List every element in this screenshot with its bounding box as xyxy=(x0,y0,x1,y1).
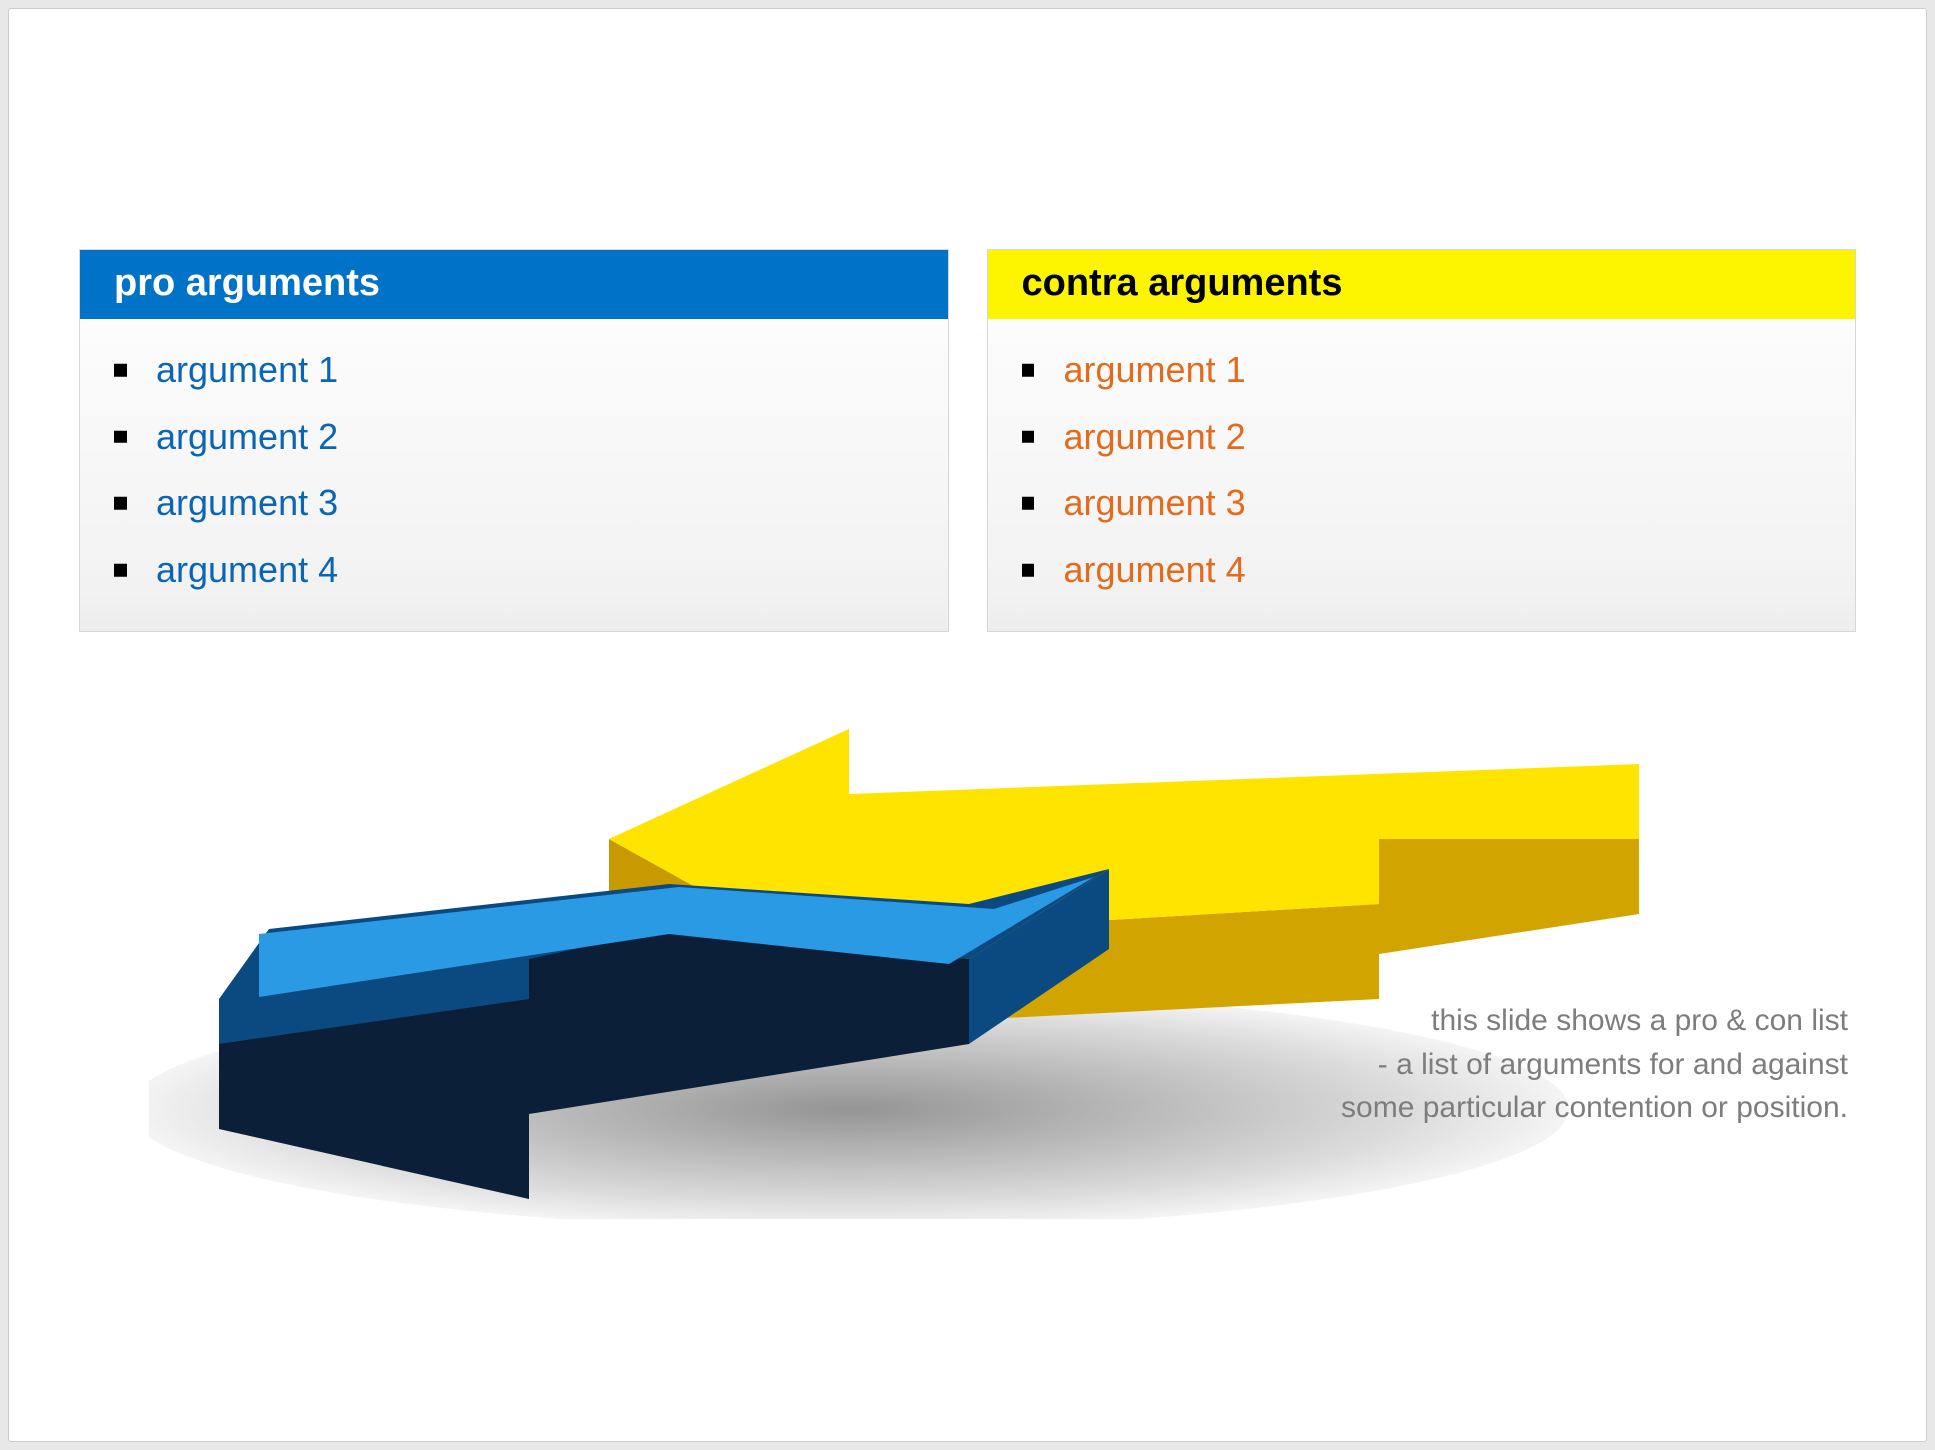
caption-line: some particular contention or position. xyxy=(1341,1091,1848,1124)
list-item: argument 2 xyxy=(1022,404,1822,471)
arrows-graphic xyxy=(149,699,1769,1219)
slide-caption: this slide shows a pro & con list - a li… xyxy=(1228,999,1848,1130)
yellow-arrow-icon xyxy=(609,729,1639,1029)
contra-panel: contra arguments argument 1 argument 2 a… xyxy=(987,249,1857,632)
pro-panel: pro arguments argument 1 argument 2 argu… xyxy=(79,249,949,632)
argument-boxes: pro arguments argument 1 argument 2 argu… xyxy=(79,249,1856,632)
list-item: argument 1 xyxy=(1022,337,1822,404)
list-item: argument 3 xyxy=(114,470,914,537)
blue-arrow-icon xyxy=(219,869,1109,1199)
contra-list: argument 1 argument 2 argument 3 argumen… xyxy=(988,319,1856,631)
pro-list: argument 1 argument 2 argument 3 argumen… xyxy=(80,319,948,631)
caption-line: - a list of arguments for and against xyxy=(1378,1048,1848,1081)
list-item: argument 1 xyxy=(114,337,914,404)
pro-panel-header: pro arguments xyxy=(80,250,948,319)
slide-canvas: pro arguments argument 1 argument 2 argu… xyxy=(8,8,1927,1442)
list-item: argument 4 xyxy=(1022,537,1822,604)
list-item: argument 4 xyxy=(114,537,914,604)
caption-line: this slide shows a pro & con list xyxy=(1431,1004,1848,1037)
list-item: argument 3 xyxy=(1022,470,1822,537)
contra-panel-header: contra arguments xyxy=(988,250,1856,319)
list-item: argument 2 xyxy=(114,404,914,471)
